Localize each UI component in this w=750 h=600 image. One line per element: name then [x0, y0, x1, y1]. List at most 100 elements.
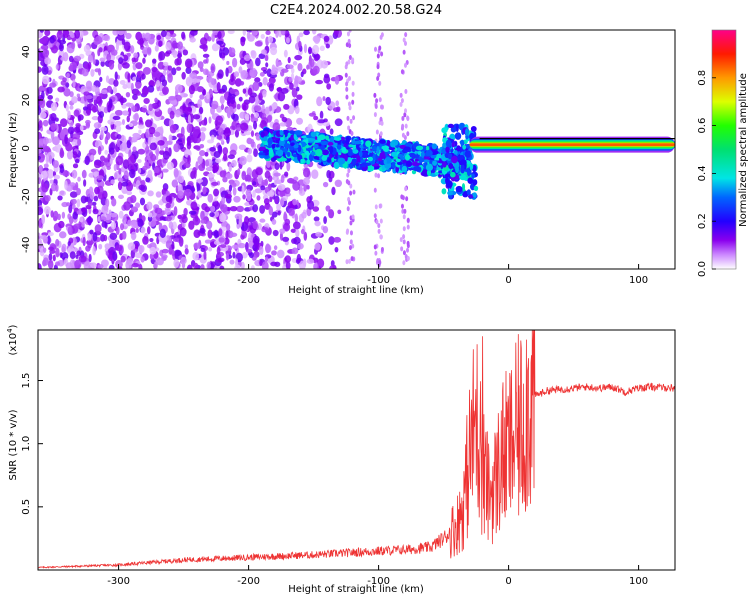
spectrogram-cell: [46, 235, 51, 245]
spectrogram-cell: [371, 146, 378, 151]
spectrogram-cell: [69, 32, 75, 39]
spectrogram-cell: [323, 35, 330, 43]
spectrogram-cell: [315, 231, 323, 237]
spectrogram-cell: [241, 252, 248, 259]
spectrogram-cell: [217, 257, 225, 263]
spectrogram-cell: [403, 208, 407, 214]
spectrogram-cell: [65, 76, 69, 84]
spectrogram-cell: [308, 153, 314, 162]
spectrogram-cell: [380, 51, 384, 57]
spectrogram-cell: [148, 126, 156, 135]
spectrogram-cell: [149, 238, 154, 243]
spectrogram-cell: [254, 188, 263, 194]
spectrogram-cell: [206, 220, 213, 230]
spectrogram-cell: [244, 174, 252, 182]
spectrogram-cell: [310, 131, 317, 138]
spectrogram-cell: [165, 190, 170, 197]
spectrogram-cell: [298, 260, 307, 269]
spectrogram-y-ticks: -40 -20 0 20 40: [21, 45, 43, 253]
spectrogram-cell: [49, 35, 55, 44]
spectrogram-cell: [48, 154, 53, 164]
spectrogram-cell: [219, 212, 227, 223]
spectrogram-cell: [109, 232, 118, 240]
spectrogram-cell: [139, 197, 146, 206]
spectrogram-cell: [351, 243, 355, 249]
spectrogram-cell: [202, 88, 207, 96]
spectrogram-cell: [146, 155, 151, 161]
spectrogram-cell: [154, 45, 159, 52]
spectrogram-cell: [267, 35, 274, 44]
spectrogram-cell: [38, 263, 42, 269]
spectrogram-cell: [117, 30, 125, 36]
spectrogram-cell: [122, 84, 128, 90]
spectrogram-cell: [405, 247, 409, 253]
spectrogram-cell: [161, 254, 168, 259]
spectrogram-cell: [320, 145, 326, 151]
snr-frame: [37, 329, 676, 571]
spectrogram-cell: [119, 143, 127, 152]
spectrogram-cell: [401, 115, 405, 121]
spectrogram-cell: [451, 155, 458, 164]
spectrogram-cell: [472, 179, 478, 186]
spectrogram-cell: [83, 261, 92, 269]
spectrogram-y-tick-label: -40: [21, 237, 32, 253]
spectrogram-cell: [448, 162, 454, 170]
spectrogram-cell: [107, 104, 112, 113]
spectrogram-cell: [74, 259, 82, 269]
spectrogram-cell: [250, 265, 255, 269]
spectrogram-cell: [196, 178, 204, 183]
spectrogram-cell: [261, 104, 265, 114]
spectrogram-cell: [361, 162, 367, 168]
spectrogram-cell: [279, 197, 285, 207]
spectrogram-cell: [248, 252, 254, 259]
spectrogram-cell: [123, 54, 128, 60]
spectrogram-cell: [314, 220, 321, 227]
spectrogram-cell: [55, 64, 59, 70]
spectrogram-cell: [73, 55, 82, 62]
spectrogram-cell: [374, 104, 378, 110]
spectrogram-cell: [467, 177, 474, 185]
spectrogram-cell: [97, 123, 101, 128]
spectrogram-cell: [88, 253, 92, 263]
spectrogram-cell: [98, 243, 103, 250]
spectrogram-cell: [265, 30, 271, 35]
spectrogram-cell: [199, 94, 205, 100]
spectrogram-cell: [93, 195, 99, 202]
spectrogram-cell: [176, 66, 182, 71]
spectrogram-cell: [138, 184, 146, 191]
spectrogram-cell: [269, 147, 273, 153]
spectrogram-cell: [367, 156, 373, 162]
spectrogram-cell: [52, 254, 56, 262]
spectrogram-cell: [326, 170, 331, 179]
spectrogram-cell: [252, 204, 259, 213]
spectrogram-cell: [145, 128, 150, 139]
spectrogram-cell: [165, 202, 171, 209]
spectrogram-cell: [137, 39, 145, 45]
spectrogram-cell: [53, 174, 61, 180]
spectrogram-cell: [243, 131, 252, 136]
spectrogram-cell: [62, 30, 70, 39]
spectrogram-cell: [455, 145, 462, 152]
spectrogram-cell: [67, 226, 73, 236]
spectrogram-cell: [204, 159, 210, 167]
spectrogram-cell: [64, 134, 68, 145]
colorbar: 0.0 0.2 0.4 0.6 0.8 Normalized spectral ampl…: [697, 29, 749, 277]
spectrogram-cell: [155, 148, 160, 157]
spectrogram-cell: [380, 246, 384, 252]
spectrogram-cell: [91, 115, 99, 121]
spectrogram-cell: [344, 72, 348, 78]
spectrogram-cell: [280, 30, 286, 36]
spectrogram-cell: [146, 226, 151, 235]
spectrogram-cell: [320, 60, 329, 69]
spectrogram-cell: [274, 162, 280, 170]
spectrogram-cell: [220, 204, 228, 213]
spectrogram-cell: [303, 30, 310, 36]
spectrogram-cell: [196, 86, 205, 93]
spectrogram-cell: [276, 149, 284, 157]
spectrogram-cell: [406, 115, 410, 121]
spectrogram-cell: [400, 246, 404, 252]
spectrogram-cell: [137, 71, 141, 79]
colorbar-tick-label: 0.6: [697, 118, 708, 134]
spectrogram-cell: [253, 148, 258, 158]
spectrogram-cell: [375, 219, 379, 225]
